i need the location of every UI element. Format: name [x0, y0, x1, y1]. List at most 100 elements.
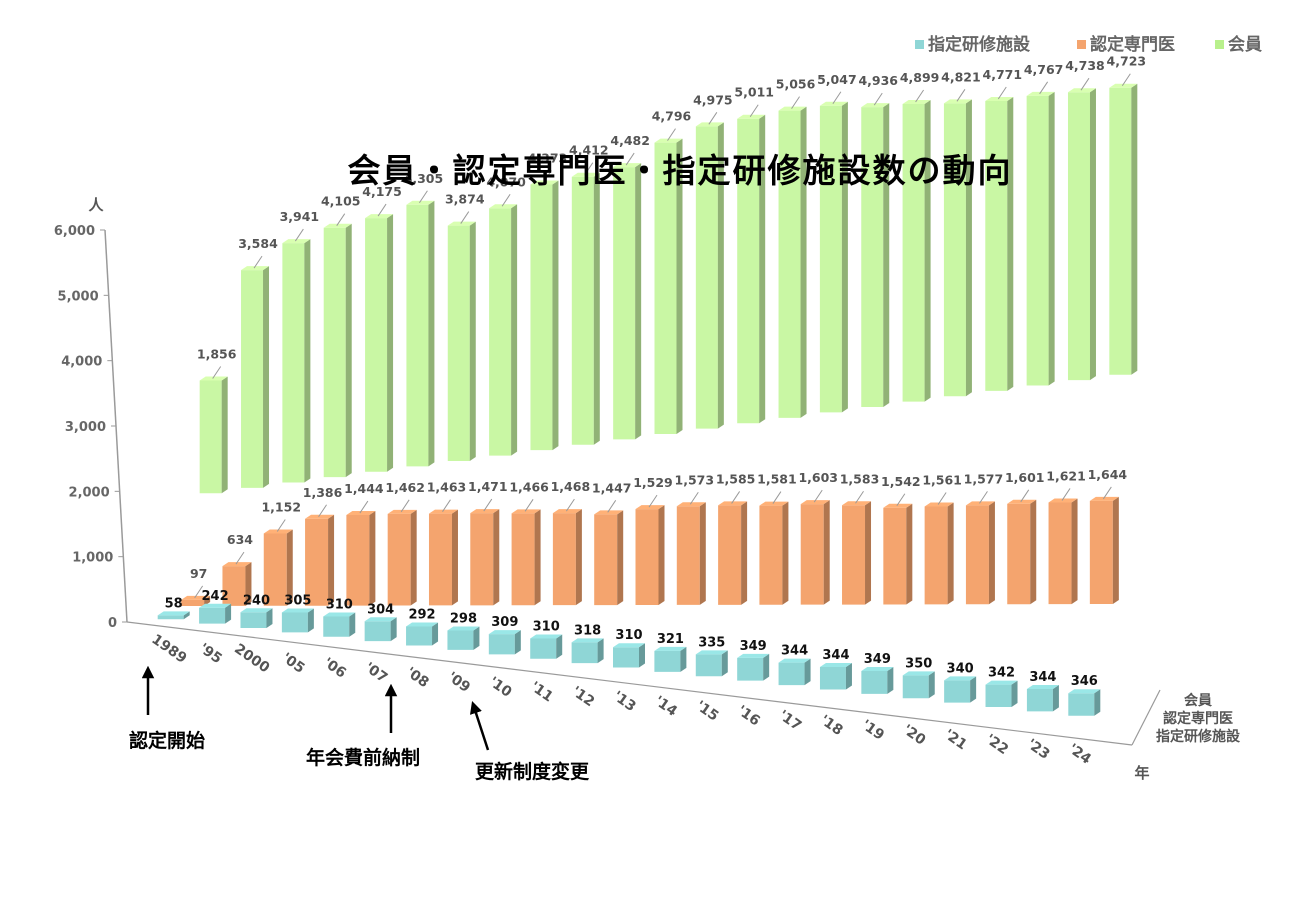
bar-top: [282, 239, 311, 244]
data-label: 4,899: [900, 70, 940, 85]
bar-top: [613, 643, 645, 648]
bar: [281, 608, 314, 633]
series-0: [157, 603, 1101, 716]
bar-side: [451, 509, 458, 606]
bar-front: [902, 675, 929, 699]
data-label: 4,482: [610, 133, 650, 148]
data-label: 1,573: [675, 472, 715, 487]
data-label: 1,468: [551, 479, 591, 494]
bar-top: [676, 502, 706, 507]
bar-top: [695, 122, 724, 127]
bar-front: [613, 647, 639, 668]
bar-side: [970, 676, 977, 703]
annotation-arrow: [469, 701, 490, 751]
bar-top: [613, 163, 642, 168]
leader-line: [377, 203, 387, 217]
bar-top: [323, 223, 352, 228]
data-label: 310: [615, 628, 642, 643]
bar-top: [157, 611, 190, 616]
leader-line: [276, 519, 286, 532]
bar-front: [305, 518, 329, 606]
bar-front: [819, 666, 846, 690]
bar-top: [759, 501, 789, 506]
data-label: 1,529: [633, 475, 673, 490]
bar: [737, 114, 766, 424]
bar-top: [447, 626, 480, 631]
x-tick-label: '13: [610, 688, 639, 715]
bar-front: [323, 616, 350, 637]
bar-front: [511, 513, 535, 606]
bar-front: [406, 204, 429, 467]
data-label: 309: [491, 615, 518, 630]
bar-side: [865, 501, 872, 605]
bar-top: [241, 266, 270, 271]
data-label: 1,581: [757, 472, 797, 487]
data-label: 340: [947, 661, 974, 676]
x-tick-label: '11: [527, 679, 556, 706]
bar-front: [613, 167, 636, 440]
bar-front: [1068, 693, 1095, 716]
leader-line: [524, 499, 534, 512]
bar-top: [1067, 88, 1096, 93]
bar-side: [823, 500, 830, 605]
leader-line: [400, 499, 410, 513]
bar-side: [845, 662, 852, 690]
bar: [157, 611, 190, 620]
bar-side: [1007, 96, 1014, 391]
bar-top: [263, 529, 293, 534]
bar-top: [842, 501, 872, 506]
data-label: 4,070: [486, 174, 526, 189]
bar-side: [225, 603, 232, 624]
bar-front: [387, 513, 411, 606]
leader-line: [1102, 486, 1112, 500]
chart-bars: [157, 83, 1138, 716]
bar: [323, 223, 352, 478]
leader-line: [937, 492, 947, 505]
bar-front: [428, 513, 452, 606]
bar-top: [902, 671, 935, 676]
bar-front: [985, 100, 1008, 391]
bar: [199, 603, 232, 624]
legend-swatch: [1077, 40, 1086, 49]
y-tick-label: 4,000: [61, 355, 102, 370]
bar-side: [887, 667, 894, 694]
bar-top: [552, 509, 582, 514]
bar-top: [594, 510, 624, 515]
data-label: 1,856: [197, 347, 237, 362]
bar: [406, 200, 435, 467]
bar-front: [530, 184, 553, 451]
bar: [842, 501, 872, 605]
bar-top: [737, 653, 770, 658]
bar: [902, 99, 931, 402]
bar-side: [575, 509, 582, 606]
leader-line: [667, 128, 676, 141]
leader-line: [418, 190, 428, 204]
bar-side: [266, 608, 273, 628]
bar-side: [1112, 496, 1119, 605]
bar-side: [804, 658, 811, 686]
bar: [240, 608, 273, 628]
data-label: 1,603: [798, 470, 838, 485]
legend-swatch: [1215, 40, 1224, 49]
leader-line: [194, 585, 204, 599]
bar-side: [597, 638, 604, 664]
bar-front: [571, 642, 598, 664]
data-label: 4,767: [1024, 62, 1064, 77]
data-label: 318: [574, 623, 601, 638]
bar: [861, 667, 894, 694]
bar-front: [199, 607, 226, 624]
legend: 指定研修施設 認定専門医 会員: [915, 34, 1262, 55]
bar-side: [307, 608, 314, 633]
bar-front: [842, 505, 866, 605]
bar: [1048, 498, 1078, 605]
annotation-text: 認定開始: [129, 729, 205, 752]
leader-line: [832, 91, 842, 105]
leader-line: [813, 489, 823, 503]
bar-side: [759, 114, 766, 424]
bar: [470, 509, 500, 606]
x-tick-label: '20: [900, 722, 929, 749]
x-tick-label: '10: [486, 674, 515, 701]
bar: [241, 266, 270, 488]
y-tick-label: 1,000: [72, 551, 113, 566]
